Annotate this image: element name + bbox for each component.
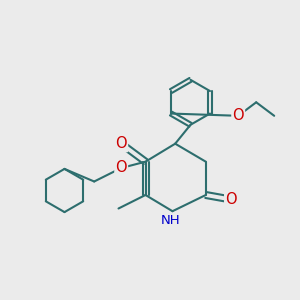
Text: O: O xyxy=(232,108,244,123)
Text: O: O xyxy=(116,136,127,151)
Text: O: O xyxy=(225,192,237,207)
Text: NH: NH xyxy=(161,214,181,227)
Text: O: O xyxy=(116,160,127,175)
